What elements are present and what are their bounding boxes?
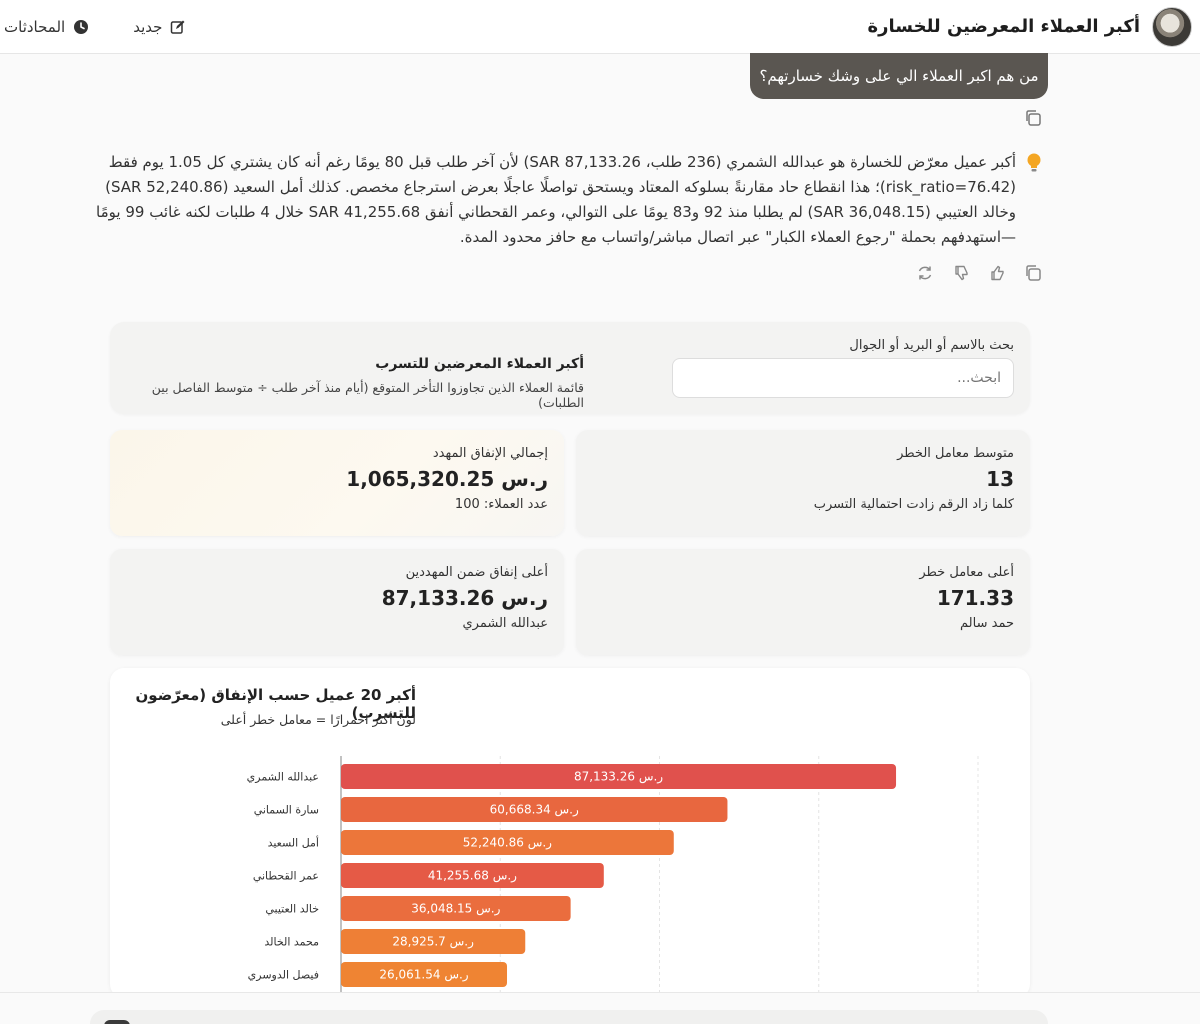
search-label: بحث بالاسم أو البريد أو الجوال: [849, 338, 1014, 353]
search-panel: بحث بالاسم أو البريد أو الجوال أكبر العم…: [110, 322, 1030, 414]
chart-note: لون أكثر احمرارًا = معامل خطر أعلى: [220, 712, 416, 727]
kpi-subtext: عبدالله الشمري: [462, 616, 548, 631]
thumbs-down-icon[interactable]: [952, 264, 970, 282]
chart-bar[interactable]: [341, 830, 674, 855]
regenerate-icon[interactable]: [916, 264, 934, 282]
chart-bar[interactable]: [341, 896, 571, 921]
message-composer[interactable]: [90, 1010, 1048, 1024]
kpi-value: 171.33: [936, 586, 1014, 610]
kpi-value: ر.س 1,065,320.25: [346, 467, 548, 491]
clock-icon: [74, 19, 89, 34]
chart-bar[interactable]: [341, 797, 728, 822]
copy-icon[interactable]: [1024, 264, 1042, 282]
kpi-label: أعلى معامل خطر: [919, 565, 1014, 580]
assistant-answer: أكبر عميل معرّض للخسارة هو عبدالله الشمر…: [96, 153, 1016, 246]
chart-value-label: ر.س 52,240.86: [463, 836, 552, 851]
chart-category-label: عبدالله الشمري: [247, 771, 319, 784]
new-chat-label: جديد: [133, 17, 163, 36]
lightbulb-icon: [1027, 153, 1041, 172]
conversations-button[interactable]: المحادثات: [4, 18, 89, 36]
chart-value-label: ر.س 41,255.68: [428, 869, 517, 884]
chart-bar[interactable]: [341, 929, 526, 954]
chart-value-label: ر.س 36,048.15: [411, 902, 500, 917]
list-subtitle: قائمة العملاء الذين تجاوزوا التأخر المتو…: [151, 380, 584, 410]
bar-chart: ر.س 87,133.26 عبدالله الشمري ر.س 60,668.34…: [247, 756, 979, 998]
chart-value-label: ر.س 28,925.7: [392, 935, 474, 950]
chart-category-label: محمد الخالد: [264, 936, 319, 949]
kpi-value: ر.س 87,133.26: [381, 586, 548, 610]
chart-value-label: ر.س 60,668.34: [490, 803, 579, 818]
kpi-card-top-spend: أعلى إنفاق ضمن المهددين ر.س 87,133.26 عب…: [110, 549, 564, 655]
kpi-subtext: كلما زاد الرقم زادت احتمالية التسرب: [813, 497, 1014, 512]
chart-category-label: فيصل الدوسري: [248, 969, 319, 982]
page-title: أكبر العملاء المعرضين للخسارة: [867, 16, 1140, 37]
chart-bar[interactable]: [341, 863, 604, 888]
kpi-card-top-risk: أعلى معامل خطر 171.33 حمد سالم: [576, 549, 1030, 655]
kpi-value: 13: [986, 467, 1014, 491]
list-title: أكبر العملاء المعرضين للتسرب: [375, 356, 584, 372]
message-actions: [916, 264, 1042, 282]
kpi-label: أعلى إنفاق ضمن المهددين: [405, 565, 548, 580]
chart-title: أكبر 20 عميل حسب الإنفاق (معرّضون للتسرب…: [135, 686, 416, 722]
chart-category-label: سارة السماني: [254, 804, 319, 817]
chart-value-label: ر.س 87,133.26: [574, 770, 663, 785]
chart-value-label: ر.س 26,061.54: [379, 968, 468, 983]
chart-category-label: خالد العتيبي: [265, 903, 319, 916]
avatar[interactable]: [1152, 6, 1192, 47]
header-title-group: أكبر العملاء المعرضين للخسارة: [867, 6, 1192, 47]
chart-category-label: عمر القحطاني: [253, 870, 319, 883]
chart-card: أكبر 20 عميل حسب الإنفاق (معرّضون للتسرب…: [110, 668, 1030, 998]
kpi-card-avg-risk: متوسط معامل الخطر 13 كلما زاد الرقم زادت…: [576, 430, 1030, 536]
search-input[interactable]: [672, 358, 1014, 398]
header-actions: المحادثات جديد: [4, 18, 186, 36]
kpi-subtext: عدد العملاء: 100: [454, 497, 548, 512]
conversations-label: المحادثات: [4, 17, 66, 36]
user-message-text: من هم اكبر العملاء الي على وشك خسارتهم؟: [759, 67, 1039, 85]
edit-icon: [171, 20, 185, 34]
chart-bar[interactable]: [341, 962, 508, 987]
kpi-label: إجمالي الإنفاق المهدد: [432, 446, 548, 461]
thumbs-up-icon[interactable]: [988, 264, 1006, 282]
chart-bar[interactable]: [341, 764, 897, 789]
new-chat-button[interactable]: جديد: [133, 18, 186, 36]
composer-attach-button[interactable]: [104, 1020, 130, 1024]
user-message-bubble: من هم اكبر العملاء الي على وشك خسارتهم؟: [750, 53, 1048, 99]
kpi-card-total-spend: إجمالي الإنفاق المهدد ر.س 1,065,320.25 ع…: [110, 430, 564, 536]
top-bar: المحادثات جديد أكبر العملاء المعرضين للخ…: [0, 0, 1200, 54]
kpi-label: متوسط معامل الخطر: [897, 446, 1014, 461]
chart-category-label: أمل السعيد: [268, 836, 319, 850]
copy-icon[interactable]: [1024, 109, 1042, 127]
kpi-subtext: حمد سالم: [960, 616, 1014, 631]
